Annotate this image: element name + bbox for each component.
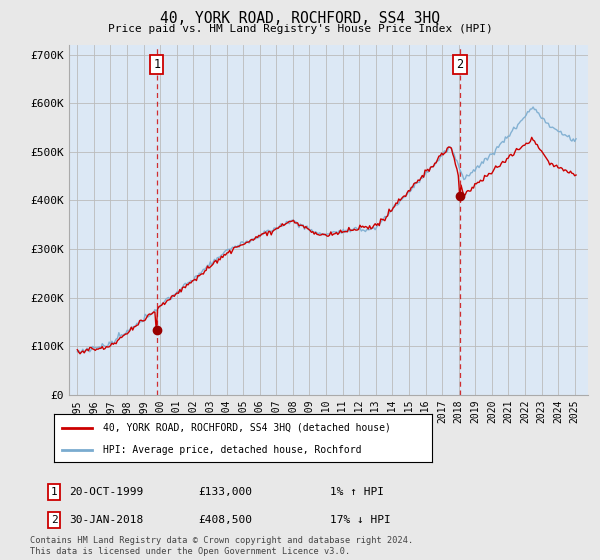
Text: £408,500: £408,500 <box>198 515 252 525</box>
Text: 2: 2 <box>457 58 464 71</box>
Text: 17% ↓ HPI: 17% ↓ HPI <box>330 515 391 525</box>
Text: 40, YORK ROAD, ROCHFORD, SS4 3HQ (detached house): 40, YORK ROAD, ROCHFORD, SS4 3HQ (detach… <box>103 423 391 433</box>
Text: 40, YORK ROAD, ROCHFORD, SS4 3HQ: 40, YORK ROAD, ROCHFORD, SS4 3HQ <box>160 11 440 26</box>
Text: 1% ↑ HPI: 1% ↑ HPI <box>330 487 384 497</box>
Text: 2: 2 <box>50 515 58 525</box>
Text: 30-JAN-2018: 30-JAN-2018 <box>69 515 143 525</box>
Text: 20-OCT-1999: 20-OCT-1999 <box>69 487 143 497</box>
Text: 1: 1 <box>50 487 58 497</box>
Text: £133,000: £133,000 <box>198 487 252 497</box>
Text: Contains HM Land Registry data © Crown copyright and database right 2024.
This d: Contains HM Land Registry data © Crown c… <box>30 536 413 556</box>
Text: HPI: Average price, detached house, Rochford: HPI: Average price, detached house, Roch… <box>103 445 362 455</box>
Text: 1: 1 <box>154 58 160 71</box>
Text: Price paid vs. HM Land Registry's House Price Index (HPI): Price paid vs. HM Land Registry's House … <box>107 24 493 34</box>
